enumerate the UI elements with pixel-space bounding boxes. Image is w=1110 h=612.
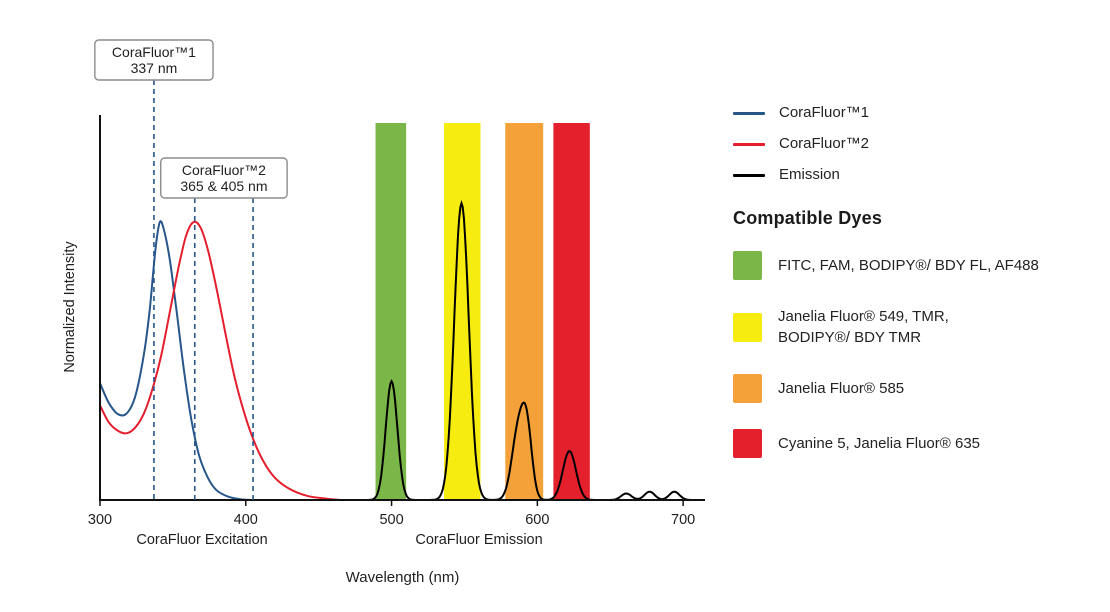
dye-label-orange: Janelia Fluor® 585 (778, 380, 905, 397)
annotation-box-corafluor2 (160, 157, 288, 199)
excitation-curve-corafluor1 (99, 220, 261, 502)
yellow-dye-swatch (733, 312, 762, 342)
annotation-text-line: CoraFluor™2 (182, 162, 266, 178)
legend-item-corafluor2: CoraFluor™2 (733, 135, 1105, 153)
annotation-text-line: CoraFluor™1 (112, 44, 196, 60)
dye-item-red: Cyanine 5, Janelia Fluor® 635 (733, 429, 1105, 458)
annotation-box-corafluor1 (94, 39, 214, 81)
x-tick-label-700: 700 (671, 512, 695, 528)
corafluor1-line-swatch (733, 111, 765, 115)
compatible-dyes-heading: Compatible Dyes (733, 208, 883, 228)
legend-item-emission: Emission (733, 166, 1105, 184)
green-dye-swatch (733, 251, 762, 280)
annotation-text-line: 365 & 405 nm (180, 178, 267, 194)
x-tick-label-500: 500 (379, 512, 403, 528)
legend-panel: CoraFluor™1 CoraFluor™2 Emission Compati… (733, 104, 1105, 484)
emission-curve (321, 199, 701, 501)
red-dye-swatch (733, 429, 762, 458)
dye-item-green: FITC, FAM, BODIPY®/ BDY FL, AF488 (733, 251, 1105, 280)
x-axis-title: Wavelength (nm) (346, 569, 460, 586)
dye-label-green: FITC, FAM, BODIPY®/ BDY FL, AF488 (778, 257, 1039, 274)
legend-label-corafluor1: CoraFluor™1 (779, 104, 870, 121)
legend-label-emission: Emission (779, 166, 840, 183)
region-label-excitation: CoraFluor Excitation (136, 532, 267, 548)
x-tick-label-600: 600 (525, 512, 549, 528)
emission-line-swatch (733, 173, 765, 177)
x-tick-label-400: 400 (234, 512, 258, 528)
region-label-emission: CoraFluor Emission (415, 532, 542, 548)
band-red (553, 123, 590, 500)
dye-label-yellow: Janelia Fluor® 549, TMR, BODIPY®/ BDY TM… (778, 308, 949, 346)
x-tick-label-300: 300 (88, 512, 112, 528)
annotation-text-line: 337 nm (131, 60, 178, 76)
legend-item-corafluor1: CoraFluor™1 (733, 104, 1105, 122)
orange-dye-swatch (733, 374, 762, 403)
band-green (375, 123, 407, 500)
corafluor2-line-swatch (733, 142, 765, 146)
excitation-curve-corafluor2 (99, 220, 341, 501)
dye-label-red: Cyanine 5, Janelia Fluor® 635 (778, 435, 981, 452)
band-orange (505, 123, 544, 500)
dye-item-orange: Janelia Fluor® 585 (733, 374, 1105, 403)
y-axis-title: Normalized Intensity (62, 241, 78, 373)
legend-label-corafluor2: CoraFluor™2 (779, 135, 870, 152)
dye-item-yellow: Janelia Fluor® 549, TMR, BODIPY®/ BDY TM… (733, 306, 1105, 348)
